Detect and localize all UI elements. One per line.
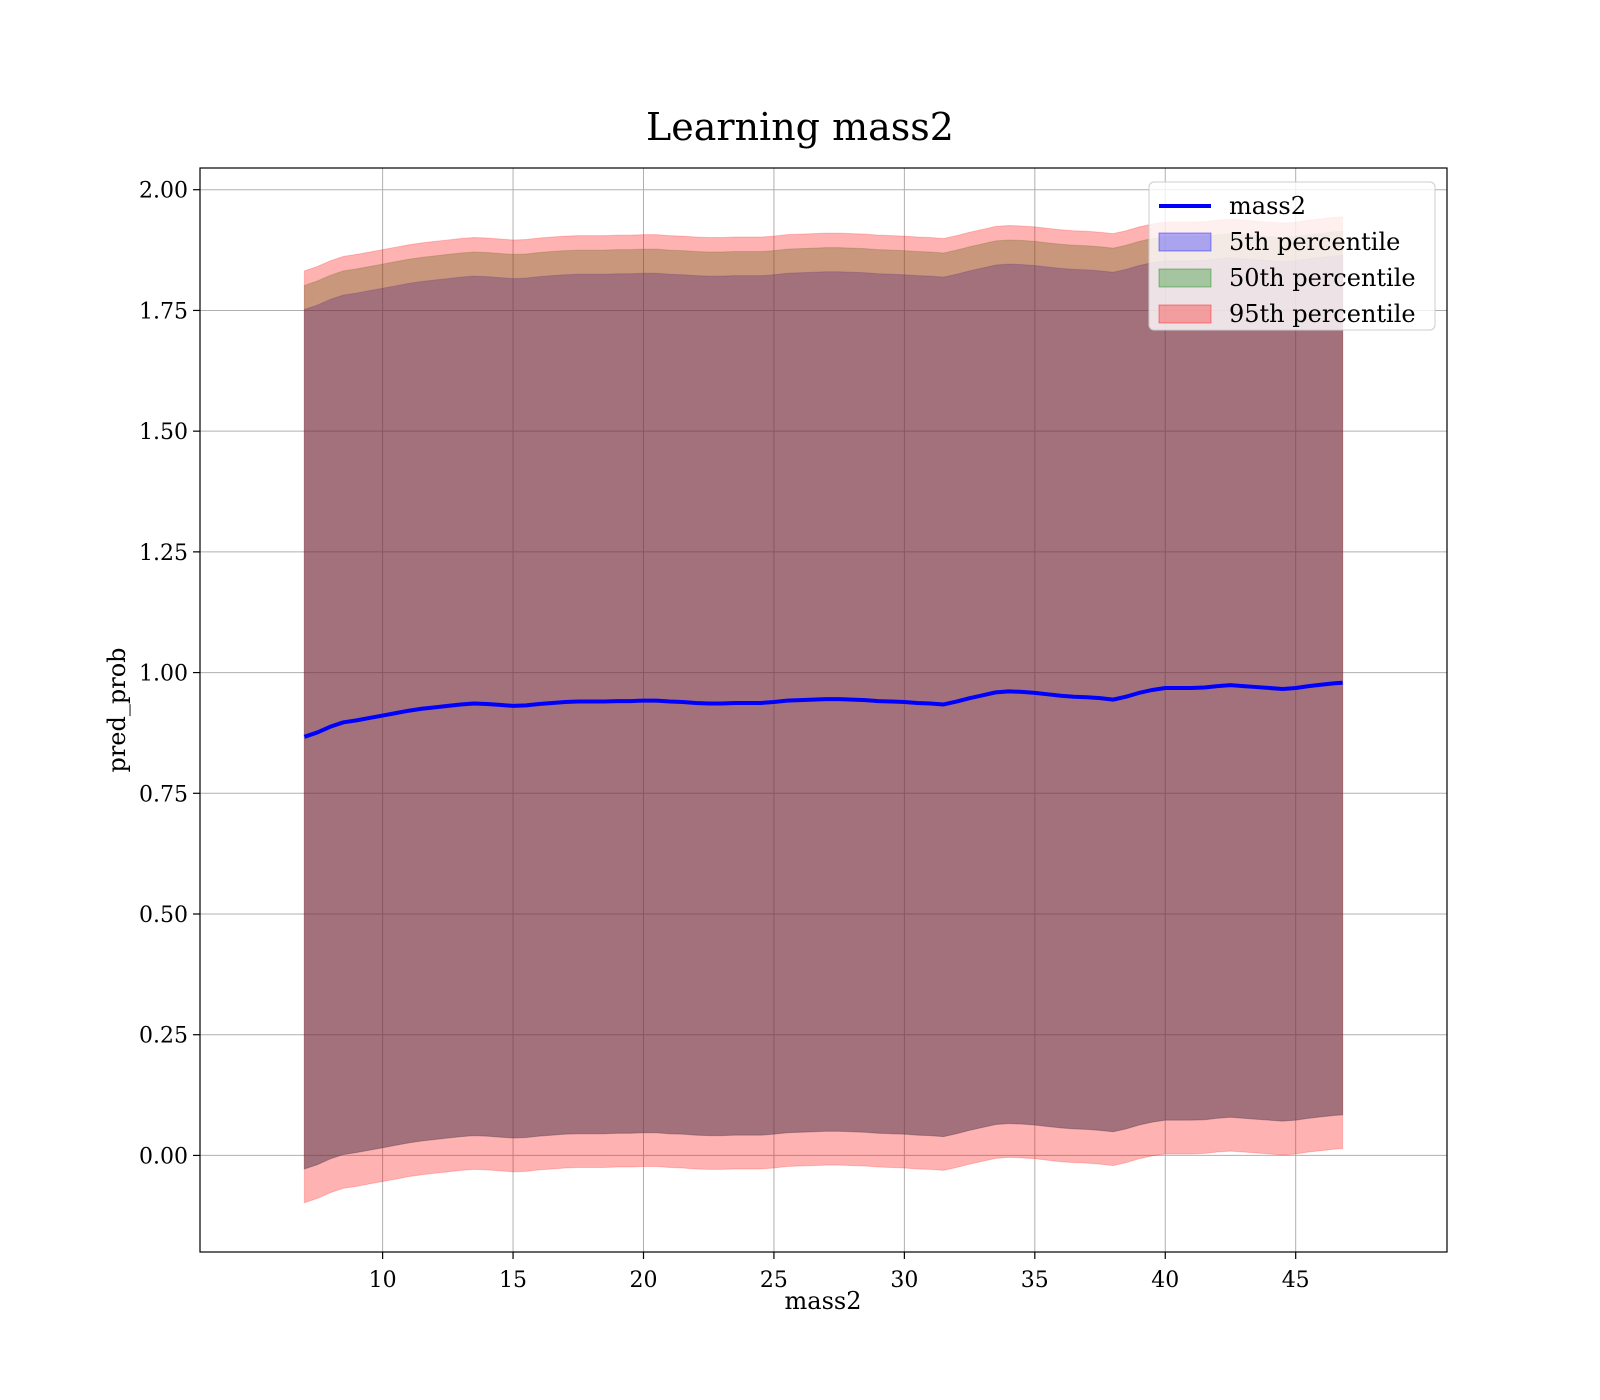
x-tick-label: 20 <box>629 1268 657 1293</box>
y-tick-label: 1.75 <box>139 299 188 324</box>
legend-label-95th-percentile: 95th percentile <box>1229 300 1416 328</box>
x-tick-label: 30 <box>890 1268 918 1293</box>
x-tick-label: 40 <box>1151 1268 1179 1293</box>
x-axis: 10 15 20 25 30 35 40 45 <box>369 1252 1310 1293</box>
y-tick-label: 1.25 <box>139 541 188 566</box>
y-axis-label: pred_prob <box>103 647 131 772</box>
y-tick-label: 1.00 <box>139 662 188 687</box>
line-mass2 <box>303 680 1343 739</box>
y-axis: 0.00 0.25 0.50 0.75 1.00 1.25 1.50 1.75 2.00 <box>139 179 200 1169</box>
band-95th-percentile <box>303 216 1344 1204</box>
legend: mass2 5th percentile 50th percentile 95th p… <box>1148 181 1436 331</box>
y-tick-label: 1.50 <box>139 420 188 445</box>
legend-label-mass2: mass2 <box>1229 192 1306 220</box>
legend-swatch-50th-percentile <box>1158 268 1212 288</box>
band-5th-percentile <box>303 254 1344 1170</box>
legend-box <box>1148 181 1436 331</box>
lines <box>303 680 1343 739</box>
x-axis-label: mass2 <box>785 1287 862 1315</box>
legend-swatch-95th-percentile <box>1158 304 1212 324</box>
legend-label-50th-percentile: 50th percentile <box>1229 264 1416 292</box>
grid <box>200 168 1447 1252</box>
y-tick-label: 0.25 <box>139 1024 188 1049</box>
legend-swatch-5th-percentile <box>1158 232 1212 252</box>
y-tick-label: 0.50 <box>139 903 188 928</box>
y-tick-label: 0.00 <box>139 1144 188 1169</box>
plot-frame <box>199 167 1448 1253</box>
legend-label-5th-percentile: 5th percentile <box>1229 228 1400 256</box>
y-tick-label: 2.00 <box>139 179 188 204</box>
bands <box>303 216 1344 1204</box>
x-tick-label: 25 <box>760 1268 788 1293</box>
x-tick-label: 35 <box>1021 1268 1049 1293</box>
x-tick-label: 10 <box>369 1268 397 1293</box>
x-tick-label: 45 <box>1282 1268 1310 1293</box>
chart-title: Learning mass2 <box>646 105 954 149</box>
y-tick-label: 0.75 <box>139 782 188 807</box>
x-tick-label: 15 <box>499 1268 527 1293</box>
